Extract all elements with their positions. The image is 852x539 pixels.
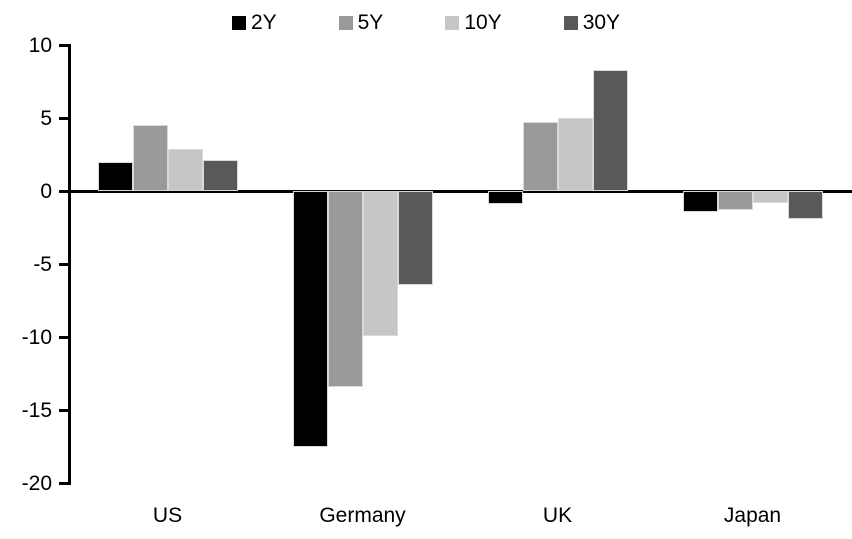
legend-label: 2Y bbox=[250, 11, 277, 34]
legend-item-10y: 10Y bbox=[445, 11, 502, 34]
legend-swatch-icon bbox=[563, 15, 578, 30]
x-category-label-uk: UK bbox=[542, 504, 573, 527]
y-axis-tick-label: 0 bbox=[40, 180, 52, 204]
bar-uk-10y bbox=[557, 118, 593, 192]
legend-label: 30Y bbox=[582, 11, 621, 34]
y-axis-tick bbox=[58, 189, 68, 193]
legend: 2Y 5Y 10Y 30Y bbox=[0, 12, 852, 33]
bar-japan-30y bbox=[787, 191, 823, 219]
y-axis-tick bbox=[58, 481, 68, 485]
bar-japan-5y bbox=[717, 191, 753, 211]
y-axis-tick bbox=[58, 116, 68, 120]
y-axis-tick-label: 5 bbox=[40, 107, 52, 131]
bar-germany-5y bbox=[327, 191, 363, 387]
y-axis-tick bbox=[58, 262, 68, 266]
y-axis-line bbox=[67, 43, 71, 485]
y-axis-tick bbox=[58, 408, 68, 412]
legend-swatch-icon bbox=[338, 15, 353, 30]
bar-us-10y bbox=[167, 148, 203, 192]
bar-us-5y bbox=[132, 125, 168, 192]
bar-germany-30y bbox=[397, 191, 433, 285]
x-category-label-japan: Japan bbox=[723, 504, 782, 527]
x-category-label-us: US bbox=[152, 504, 183, 527]
y-axis-tick bbox=[58, 43, 68, 47]
y-axis-tick-label: -10 bbox=[21, 326, 52, 350]
bar-germany-10y bbox=[362, 191, 398, 336]
legend-item-30y: 30Y bbox=[563, 11, 621, 34]
y-axis-tick-label: -20 bbox=[21, 472, 52, 496]
bar-japan-10y bbox=[752, 191, 788, 203]
bar-japan-2y bbox=[682, 191, 718, 212]
bar-us-30y bbox=[202, 160, 238, 192]
y-axis-tick bbox=[58, 335, 68, 339]
legend-swatch-icon bbox=[231, 15, 246, 30]
legend-item-5y: 5Y bbox=[338, 11, 384, 34]
x-category-label-germany: Germany bbox=[319, 504, 406, 527]
bar-germany-2y bbox=[292, 191, 328, 447]
legend-swatch-icon bbox=[445, 15, 460, 30]
y-axis-tick-label: -15 bbox=[21, 399, 52, 423]
legend-item-2y: 2Y bbox=[231, 11, 277, 34]
bar-uk-30y bbox=[592, 69, 628, 192]
x-axis-zero-line bbox=[67, 189, 852, 193]
y-axis-tick-label: -5 bbox=[33, 253, 52, 277]
bar-uk-2y bbox=[487, 191, 523, 205]
legend-label: 5Y bbox=[357, 11, 384, 34]
bar-uk-5y bbox=[522, 122, 558, 192]
bar-us-2y bbox=[97, 161, 133, 192]
y-axis-tick-label: 10 bbox=[28, 34, 52, 57]
legend-label: 10Y bbox=[464, 11, 502, 34]
